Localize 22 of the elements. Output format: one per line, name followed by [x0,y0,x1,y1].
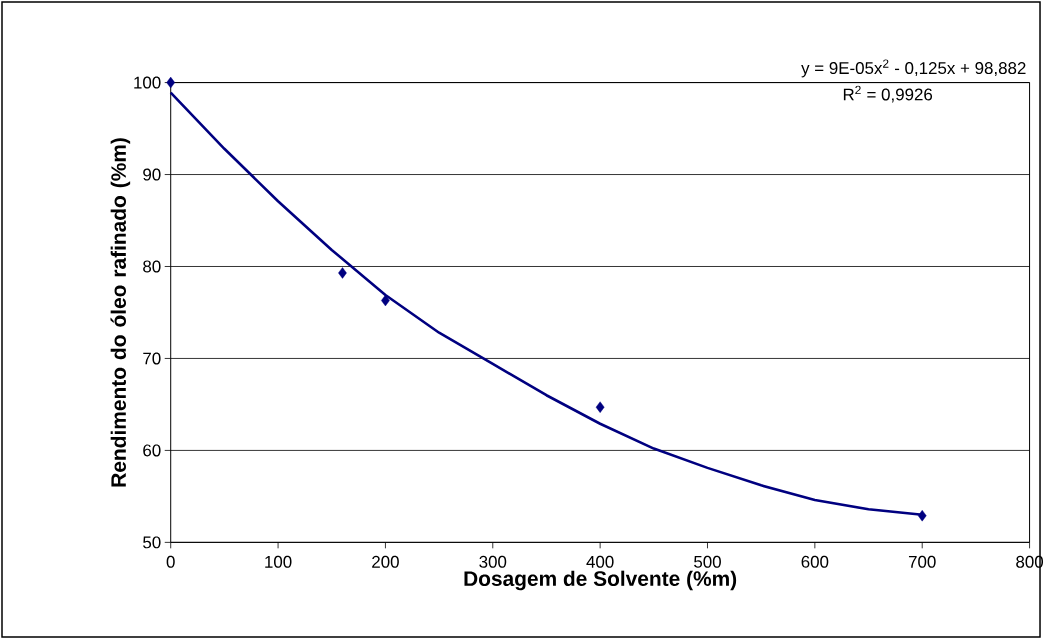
x-tick-label: 0 [166,555,175,568]
text: y = 9E-05x$^{2}$ - 0,125x + 98,882 [801,59,1026,78]
y-tick-label: 80 [143,260,161,273]
x-tick-label: 100 [265,555,292,568]
x-tick-label: 700 [908,555,936,568]
y-axis-title: Rendimento do óleo rafinado (%m) [110,138,131,487]
x-tick-label: 600 [801,555,829,568]
point [166,76,176,89]
y-tick-label: 100 [134,76,161,89]
point [917,510,927,522]
point [595,401,605,413]
x-tick-label: 300 [479,555,507,568]
x-tick-label: 200 [372,555,399,568]
y-tick-label: 50 [143,536,161,549]
x-tick-label: 500 [694,555,721,568]
y-tick-label: 90 [143,168,161,181]
point [338,267,347,279]
y-tick-label: 70 [143,352,161,365]
annotation: R$^{2}$ = 0,9926 [843,85,933,103]
y-tick-label: 60 [143,444,161,457]
x-tick-label: 400 [586,555,614,568]
x-axis-title: Dosagem de Solvente (%m) [464,570,737,591]
